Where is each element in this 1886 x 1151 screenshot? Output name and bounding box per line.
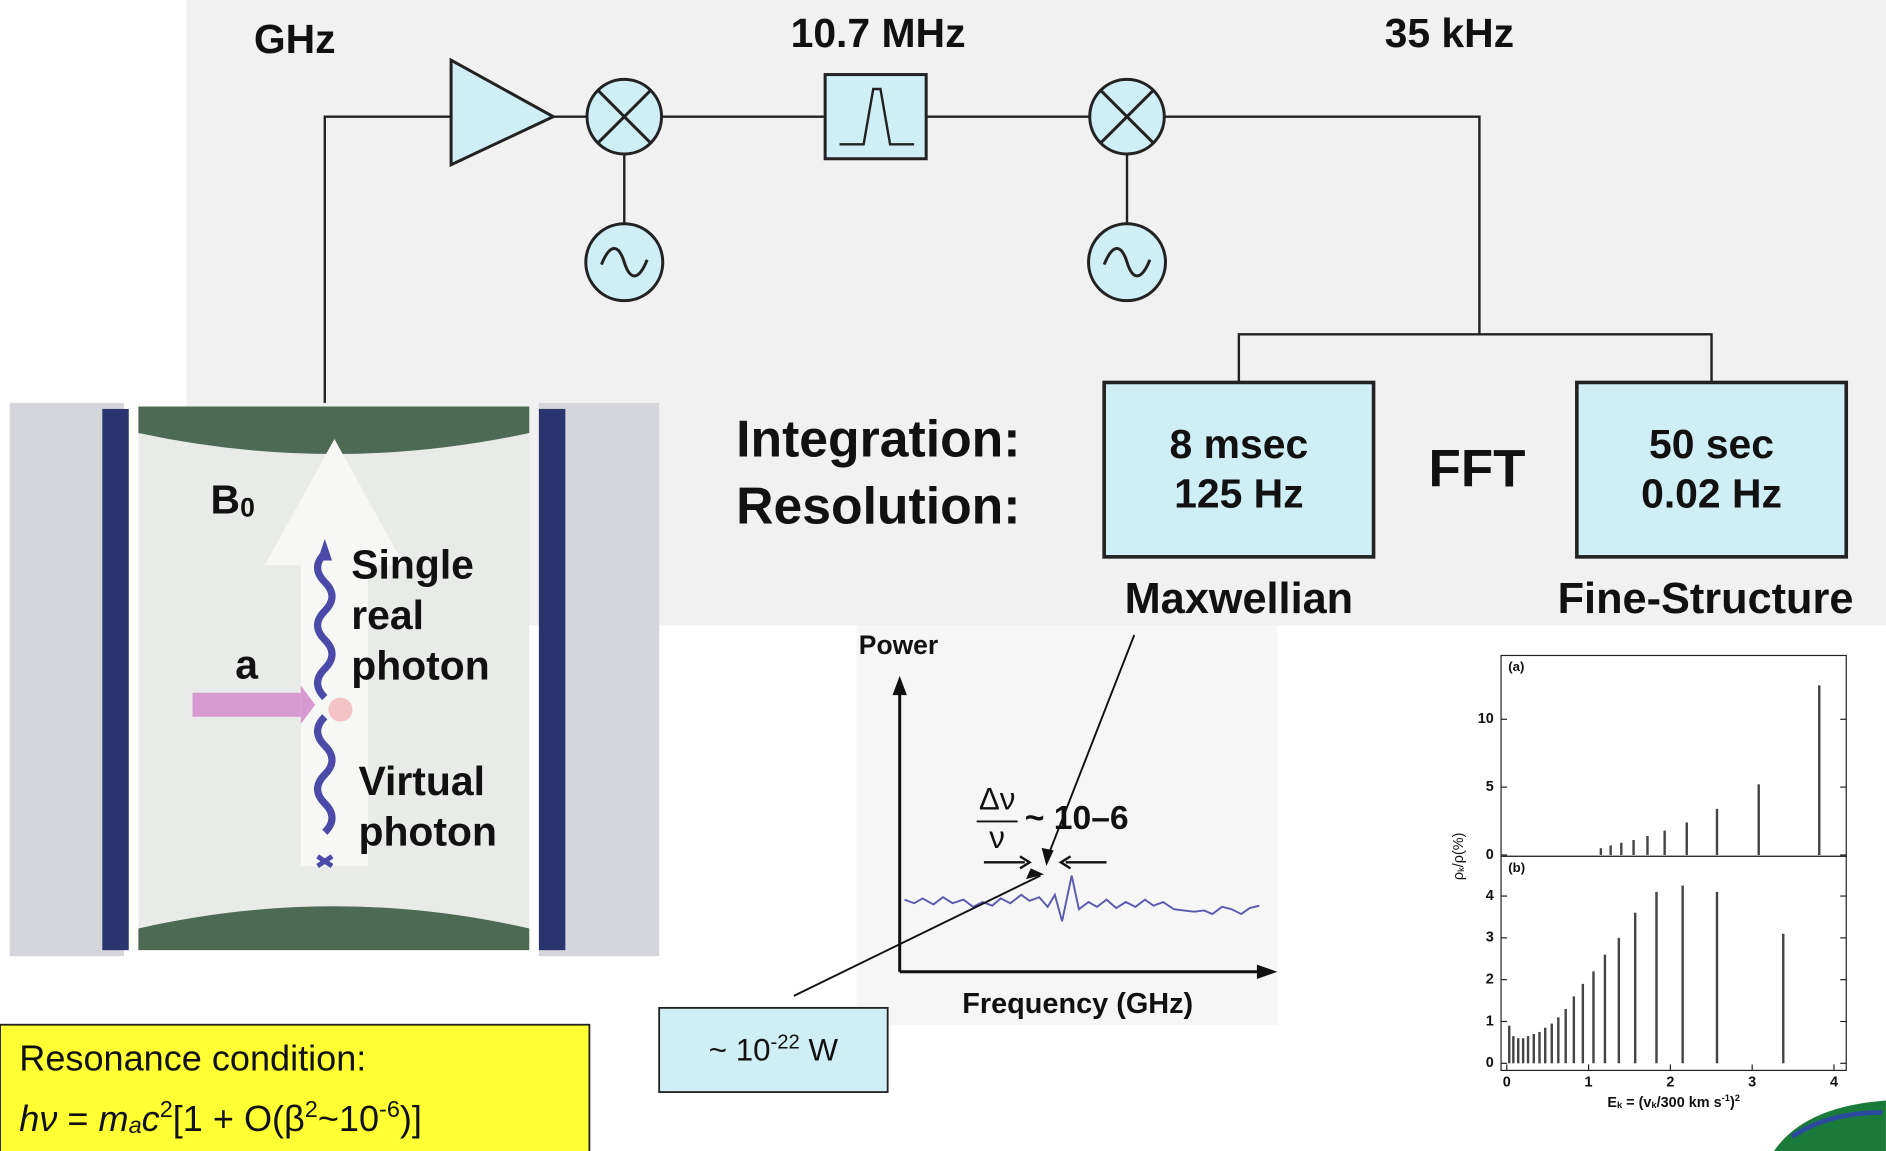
text-part: = (v: [1622, 1095, 1651, 1111]
text-part: 2: [160, 1096, 173, 1122]
y-tick-label: 0: [1486, 847, 1494, 863]
text-part: [1 + O(β: [173, 1097, 305, 1138]
text-part: )]: [400, 1097, 422, 1138]
text-part: a: [129, 1112, 142, 1138]
text-part: E: [1607, 1095, 1617, 1111]
text-part: /ρ(%): [1451, 833, 1467, 868]
text-part: B: [211, 477, 241, 523]
photon-label: photon: [358, 808, 496, 854]
axion-label: a: [235, 641, 258, 687]
y-tick-label: 4: [1486, 888, 1494, 904]
row-label: Resolution:: [736, 477, 1020, 535]
text-part: m: [99, 1097, 129, 1138]
integration-value: 8 msec: [1170, 421, 1309, 467]
fraction-numerator: Δν: [979, 781, 1016, 816]
x-tick-label: 2: [1666, 1074, 1674, 1090]
text-part: =: [57, 1097, 98, 1138]
y-tick-label: 0: [1486, 1055, 1494, 1071]
row-label: Integration:: [736, 409, 1020, 467]
axis-label: Power: [859, 630, 938, 660]
y-tick-label: 3: [1486, 930, 1494, 946]
text-part: ~ 10: [709, 1033, 771, 1068]
resonance-formula: hν = mac2[1 + O(β2~10-6)]: [19, 1096, 422, 1139]
x-tick-label: 1: [1585, 1074, 1593, 1090]
photon-label: Virtual: [358, 758, 484, 804]
resolution-value: 0.02 Hz: [1641, 471, 1782, 517]
logo: [1774, 1100, 1886, 1151]
band-label: GHz: [254, 16, 336, 62]
panel-title: (b): [1508, 860, 1525, 875]
diagram: GHz 10.7 MHz 35 kHz Integration: Resolut…: [0, 0, 1886, 1151]
text-part: ~10: [318, 1097, 379, 1138]
x-tick-label: 4: [1830, 1074, 1838, 1090]
text-part: 0: [240, 493, 255, 523]
plot-frame: [1501, 655, 1846, 856]
integration-value: 50 sec: [1649, 421, 1774, 467]
fraction-denominator: ν: [989, 820, 1005, 855]
text-part: -6: [379, 1096, 400, 1122]
text-part: c: [142, 1097, 160, 1138]
page: { "header":{"band_labels":["GHz","10.7 M…: [0, 0, 1886, 1151]
channel-name: Fine-Structure: [1558, 575, 1854, 623]
x-axis-label: Ek = (vk/300 km s-1)2: [1607, 1093, 1740, 1110]
text-part: hν: [19, 1097, 57, 1138]
text-part: W: [800, 1033, 839, 1068]
text-part: k: [1456, 867, 1466, 872]
fft-label: FFT: [1429, 440, 1526, 499]
text-part: -22: [771, 1032, 800, 1054]
text-part: 2: [305, 1096, 318, 1122]
x-tick-label: 0: [1503, 1074, 1511, 1090]
panel-title: (a): [1508, 659, 1524, 674]
text-part: ρ: [1451, 872, 1467, 880]
channel-name: Maxwellian: [1125, 575, 1354, 623]
cavity-illustration: [10, 403, 659, 956]
photon-label: photon: [351, 643, 489, 689]
photon-label: Single: [351, 541, 474, 587]
text-part: /300 km s: [1657, 1095, 1722, 1111]
text-part: -1: [1722, 1093, 1730, 1103]
y-axis-label: ρk/ρ(%): [1451, 833, 1467, 881]
y-tick-label: 5: [1486, 779, 1494, 795]
axis-label: Frequency (GHz): [962, 988, 1193, 1020]
band-label: 35 kHz: [1385, 10, 1515, 56]
y-tick-label: 1: [1486, 1013, 1494, 1029]
photon-label: real: [351, 592, 424, 638]
y-tick-label: 10: [1478, 711, 1494, 727]
band-label: 10.7 MHz: [791, 10, 966, 56]
resolution-value: 125 Hz: [1174, 471, 1304, 517]
text-part: 2: [1735, 1093, 1740, 1103]
x-tick-label: 3: [1748, 1074, 1756, 1090]
y-tick-label: 2: [1486, 971, 1494, 987]
width-value: ~ 10–6: [1025, 800, 1129, 837]
resonance-title: Resonance condition:: [19, 1037, 366, 1078]
